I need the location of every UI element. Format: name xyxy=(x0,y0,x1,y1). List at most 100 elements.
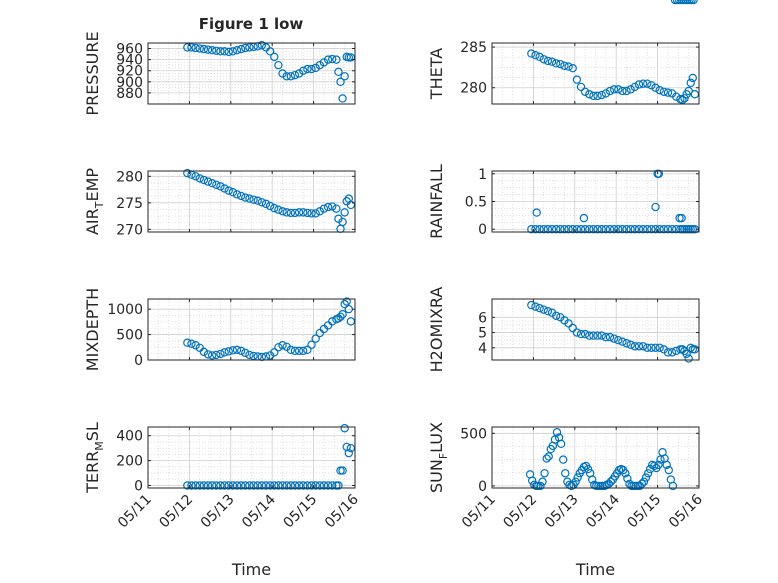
data-point xyxy=(589,331,598,340)
y-tick-label: 0 xyxy=(134,479,143,495)
data-point xyxy=(543,307,553,316)
data-point xyxy=(342,297,351,306)
data-point xyxy=(638,342,648,351)
data-point xyxy=(282,208,291,217)
data-point xyxy=(564,319,573,328)
data-point xyxy=(294,346,304,356)
data-point xyxy=(568,64,577,73)
subplot-2: 280 285 THETA xyxy=(427,40,700,105)
data-point xyxy=(659,225,669,234)
data-point xyxy=(597,331,606,340)
data-point xyxy=(678,345,687,354)
data-point xyxy=(556,439,566,449)
data-point xyxy=(576,82,586,92)
data-point xyxy=(340,72,349,81)
y-axis-label: H2OMIXRA xyxy=(427,287,446,373)
data-point xyxy=(228,188,238,197)
data-point xyxy=(311,63,320,73)
data-point xyxy=(307,64,316,74)
data-point xyxy=(585,90,594,99)
data-point xyxy=(539,55,548,64)
data-point xyxy=(535,225,544,234)
data-point xyxy=(564,225,573,234)
data-point xyxy=(270,348,279,357)
data-point xyxy=(303,208,312,218)
data-point xyxy=(560,225,569,234)
data-point xyxy=(593,331,602,340)
data-point xyxy=(220,348,229,357)
axes-box xyxy=(147,298,356,361)
y-tick-label: 280 xyxy=(116,169,143,185)
data-point xyxy=(338,217,347,227)
y-tick-label: 0 xyxy=(478,479,487,495)
data-point xyxy=(346,443,356,453)
data-point xyxy=(307,481,316,490)
data-point xyxy=(224,347,233,356)
data-point xyxy=(274,205,283,214)
subplot-5: 0 500 1000 MIXDEPTH xyxy=(83,288,356,371)
data-point xyxy=(593,91,602,101)
data-point xyxy=(232,46,242,55)
data-point xyxy=(605,332,615,342)
y-tick-label: 0 xyxy=(478,222,487,238)
data-point xyxy=(195,44,204,53)
data-point xyxy=(346,317,356,326)
data-point xyxy=(290,208,300,218)
axes-box xyxy=(491,42,700,105)
data-point xyxy=(311,481,320,490)
data-point xyxy=(531,51,540,60)
data-point xyxy=(207,178,217,188)
data-point xyxy=(203,350,213,359)
data-point xyxy=(538,477,547,486)
y-axis-label: SUNFLUX xyxy=(427,422,450,493)
data-point xyxy=(311,209,320,218)
data-point xyxy=(199,347,209,357)
data-point xyxy=(265,481,275,490)
data-point xyxy=(319,481,329,490)
data-point xyxy=(245,194,254,203)
data-point xyxy=(212,180,221,189)
data-point xyxy=(609,334,619,343)
data-point xyxy=(199,175,209,185)
data-point xyxy=(587,475,597,484)
axes-box xyxy=(491,426,700,489)
data-point xyxy=(689,0,698,5)
data-point xyxy=(249,195,258,204)
data-point xyxy=(663,88,673,97)
data-point xyxy=(340,299,349,309)
data-point xyxy=(299,66,308,75)
data-point xyxy=(682,349,691,359)
data-point xyxy=(623,474,632,483)
data-point xyxy=(605,86,615,96)
data-point xyxy=(241,481,250,490)
data-point xyxy=(336,77,345,87)
y-axis-label: AIRTEMP xyxy=(83,168,106,235)
y-tick-label: 880 xyxy=(116,86,143,102)
data-point xyxy=(688,73,697,83)
y-tick-label: 285 xyxy=(460,40,487,56)
data-point xyxy=(191,172,200,181)
data-point xyxy=(286,481,296,490)
data-point xyxy=(593,225,602,234)
data-point xyxy=(323,55,333,64)
data-point xyxy=(654,460,663,470)
data-point xyxy=(319,204,329,213)
data-point xyxy=(583,464,593,474)
data-point xyxy=(216,481,225,490)
data-point xyxy=(332,55,341,64)
data-point xyxy=(614,225,623,234)
data-point xyxy=(664,465,673,475)
x-axis-label: Time xyxy=(231,560,271,579)
data-point xyxy=(290,70,300,80)
data-point xyxy=(282,72,291,81)
y-tick-label: 270 xyxy=(116,222,143,238)
data-point xyxy=(307,340,316,349)
y-axis-label: RAINFALL xyxy=(427,164,446,239)
data-point xyxy=(346,200,356,210)
data-point xyxy=(290,346,300,356)
y-axis-label: PRESSURE xyxy=(83,31,102,115)
data-point xyxy=(551,59,561,68)
data-point xyxy=(245,350,254,360)
data-point xyxy=(216,47,225,56)
